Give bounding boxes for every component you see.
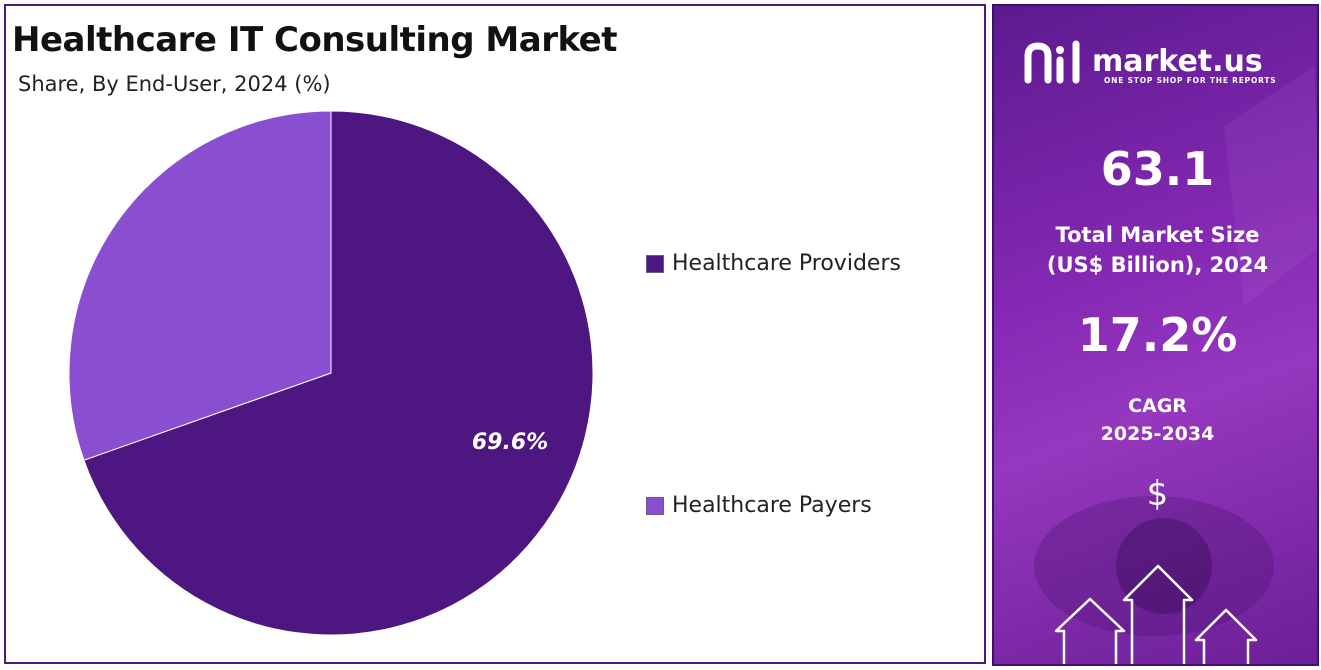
- cagr-label-line1: CAGR: [1128, 395, 1187, 417]
- cagr-label-line2: 2025-2034: [1100, 423, 1215, 445]
- logo-tagline: ONE STOP SHOP FOR THE REPORTS: [1104, 76, 1277, 85]
- market-size-value: 63.1: [1100, 142, 1215, 196]
- legend-item-healthcare-providers: Healthcare Providers: [646, 251, 901, 276]
- background-decoration: [994, 6, 1317, 664]
- market-us-logo: market.us: [1024, 40, 1263, 84]
- market-size-label-line1: Total Market Size: [1055, 223, 1260, 247]
- chart-title: Healthcare IT Consulting Market: [12, 20, 617, 60]
- pie-chart: 69.6%: [68, 110, 594, 636]
- market-size-label-line2: (US$ Billion), 2024: [1046, 253, 1269, 277]
- legend-label: Healthcare Payers: [672, 493, 872, 518]
- side-panel: market.us ONE STOP SHOP FOR THE REPORTS …: [992, 4, 1319, 666]
- legend-swatch: [646, 496, 664, 515]
- chart-subtitle: Share, By End-User, 2024 (%): [18, 72, 331, 96]
- pie-slice-healthcare-payers: [68, 110, 332, 461]
- data-label-healthcare-providers: 69.6%: [472, 430, 548, 455]
- growth-arrows-icon: [1054, 564, 1258, 664]
- logo-text: market.us: [1092, 44, 1263, 79]
- cagr-value: 17.2%: [1077, 308, 1238, 362]
- legend-item-healthcare-payers: Healthcare Payers: [646, 493, 872, 518]
- pie-slice-healthcare-providers: [83, 110, 594, 636]
- chart-panel: Healthcare IT Consulting Market Share, B…: [4, 4, 986, 664]
- legend-label: Healthcare Providers: [672, 251, 901, 276]
- dollar-icon: $: [1146, 474, 1169, 514]
- legend-swatch: [646, 254, 664, 273]
- logo-icon: [1024, 40, 1080, 84]
